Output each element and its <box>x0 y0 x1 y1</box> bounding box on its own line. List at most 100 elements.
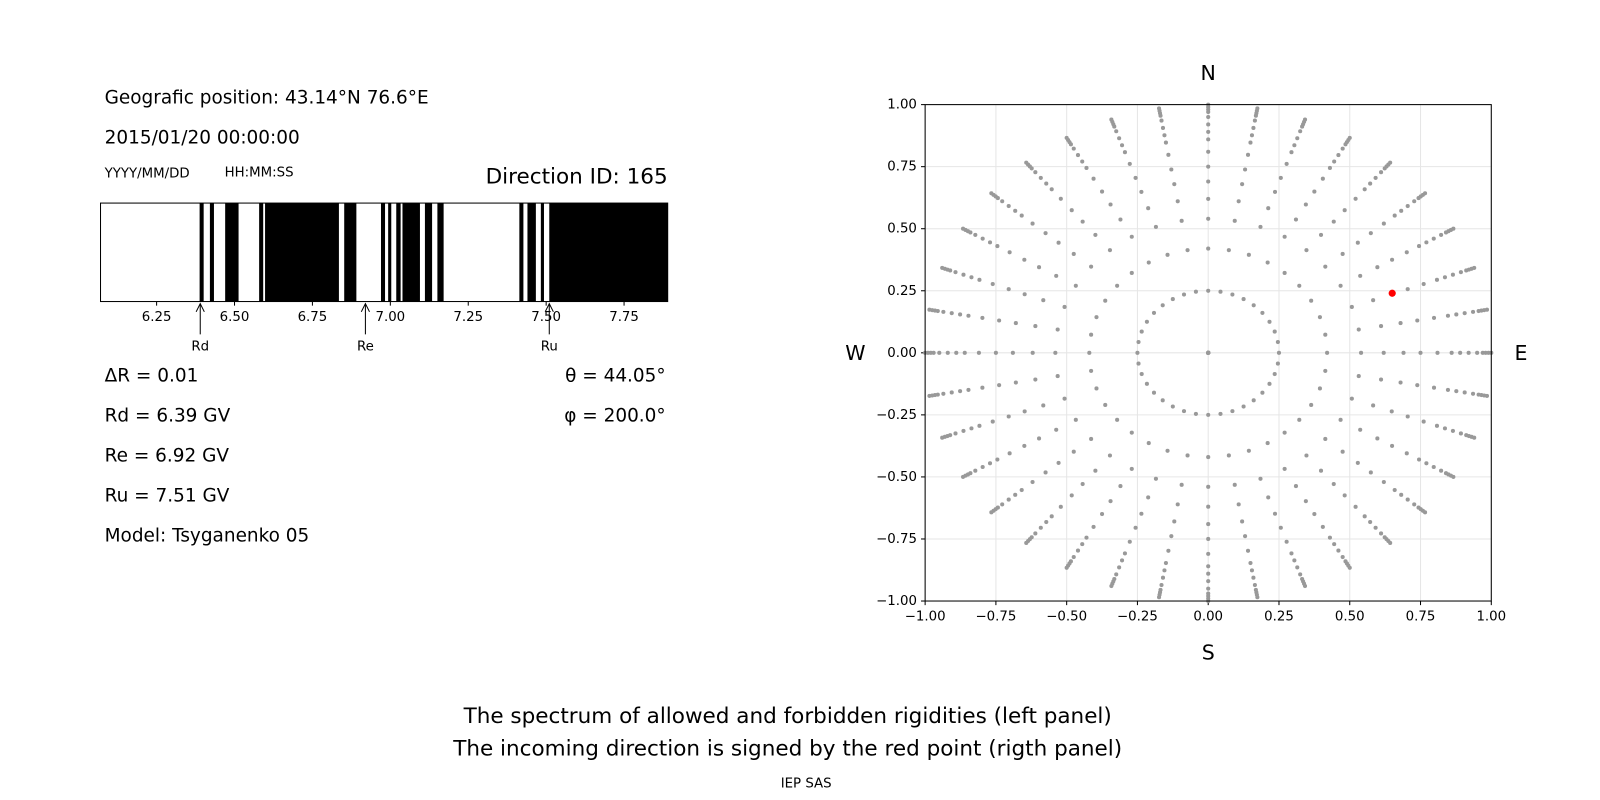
marker-arrowhead <box>360 302 370 313</box>
forbidden-band <box>209 203 214 302</box>
direction-point <box>1080 542 1085 547</box>
direction-point <box>1251 398 1256 403</box>
direction-point <box>1043 470 1048 475</box>
direction-point <box>1349 304 1354 310</box>
direction-point <box>1445 387 1451 392</box>
spectrum-frame <box>100 202 669 303</box>
direction-point <box>1019 213 1024 218</box>
direction-point <box>1325 350 1330 355</box>
direction-point <box>1442 275 1448 280</box>
direction-point <box>1356 327 1361 332</box>
phi: φ = 200.0° <box>564 405 665 426</box>
direction-point <box>1255 595 1260 600</box>
direction-point <box>1006 497 1011 502</box>
direction-point <box>1118 484 1123 489</box>
direction-point <box>1080 159 1085 164</box>
direction-point <box>1230 292 1235 297</box>
direction-point <box>1303 499 1308 504</box>
direction-point <box>1206 179 1211 184</box>
direction-point <box>1359 350 1364 355</box>
direction-point <box>1170 297 1175 302</box>
direction-point <box>1284 539 1289 544</box>
direction-point <box>1108 202 1113 207</box>
direction-point <box>989 191 994 196</box>
direction-point <box>1289 551 1294 556</box>
direction-point <box>1022 409 1027 414</box>
direction-point <box>990 282 995 287</box>
rd: Rd = 6.39 GV <box>105 405 231 426</box>
direction-point <box>1170 404 1175 409</box>
direction-point <box>1056 460 1061 465</box>
direction-point <box>1146 260 1151 265</box>
marker-label: Rd <box>191 340 209 355</box>
direction-point <box>1206 350 1211 355</box>
direction-point <box>1108 499 1113 504</box>
direction-point <box>1484 393 1490 398</box>
direction-point <box>1450 428 1455 433</box>
direction-point <box>1404 451 1409 456</box>
direction-point <box>1362 187 1367 192</box>
direction-point <box>1338 417 1343 422</box>
direction-point <box>1472 435 1477 440</box>
compass-west: W <box>845 341 865 365</box>
direction-point <box>1022 292 1027 297</box>
direction-point <box>1470 391 1476 396</box>
direction-point <box>1129 466 1134 471</box>
direction-point <box>1165 252 1170 257</box>
direction-point <box>997 318 1002 323</box>
direction-point <box>1399 492 1404 497</box>
direction-point <box>1160 303 1165 308</box>
direction-point <box>1232 218 1237 223</box>
direction-point <box>1327 535 1332 540</box>
direction-point <box>1342 493 1347 498</box>
direction-point <box>1206 504 1211 509</box>
direction-point <box>1206 114 1211 120</box>
direction-point <box>1245 152 1251 157</box>
marker-label: Ru <box>541 340 558 355</box>
direction-point <box>1323 332 1328 337</box>
direction-point <box>1381 479 1386 485</box>
direction-point <box>1454 312 1459 317</box>
direction-point <box>1272 511 1278 516</box>
direction-point <box>1236 199 1241 204</box>
direction-point <box>1303 202 1308 207</box>
direction-point <box>1252 118 1257 123</box>
direction-point <box>1416 244 1422 249</box>
direction-point <box>1033 170 1038 175</box>
direction-point <box>1030 221 1035 226</box>
caption: The spectrum of allowed and forbidden ri… <box>463 704 1112 729</box>
direction-point <box>1336 153 1341 158</box>
direction-point <box>1302 584 1308 589</box>
direction-point <box>1038 175 1043 180</box>
direction-point <box>1036 265 1042 270</box>
direction-point <box>931 350 936 355</box>
direction-point <box>1243 167 1248 172</box>
direction-point <box>1462 390 1467 395</box>
direction-point <box>1163 140 1168 145</box>
direction-point <box>1416 457 1422 462</box>
direction-point <box>1181 409 1187 414</box>
direction-point <box>1058 196 1063 201</box>
delta-r: ΔR = 0.01 <box>105 365 199 386</box>
direction-point <box>1423 510 1428 515</box>
direction-point <box>989 510 994 515</box>
forbidden-band <box>344 203 357 302</box>
direction-point <box>949 390 954 395</box>
direction-point <box>1450 272 1455 277</box>
direction-point <box>1024 540 1029 546</box>
direction-point <box>1272 329 1277 334</box>
direction-point <box>1258 224 1263 229</box>
direction-point <box>1418 350 1423 355</box>
x-tick-label: −0.50 <box>1046 609 1087 624</box>
direction-point <box>962 350 967 355</box>
direction-point <box>1312 189 1317 194</box>
direction-point <box>937 350 942 355</box>
direction-point <box>1295 136 1300 141</box>
direction-point <box>1368 231 1373 236</box>
direction-point <box>1388 160 1393 165</box>
direction-point <box>1049 514 1054 519</box>
direction-point <box>1064 565 1069 570</box>
direction-point <box>1166 548 1171 553</box>
direction-point <box>1356 374 1361 379</box>
direction-point <box>1139 511 1144 516</box>
